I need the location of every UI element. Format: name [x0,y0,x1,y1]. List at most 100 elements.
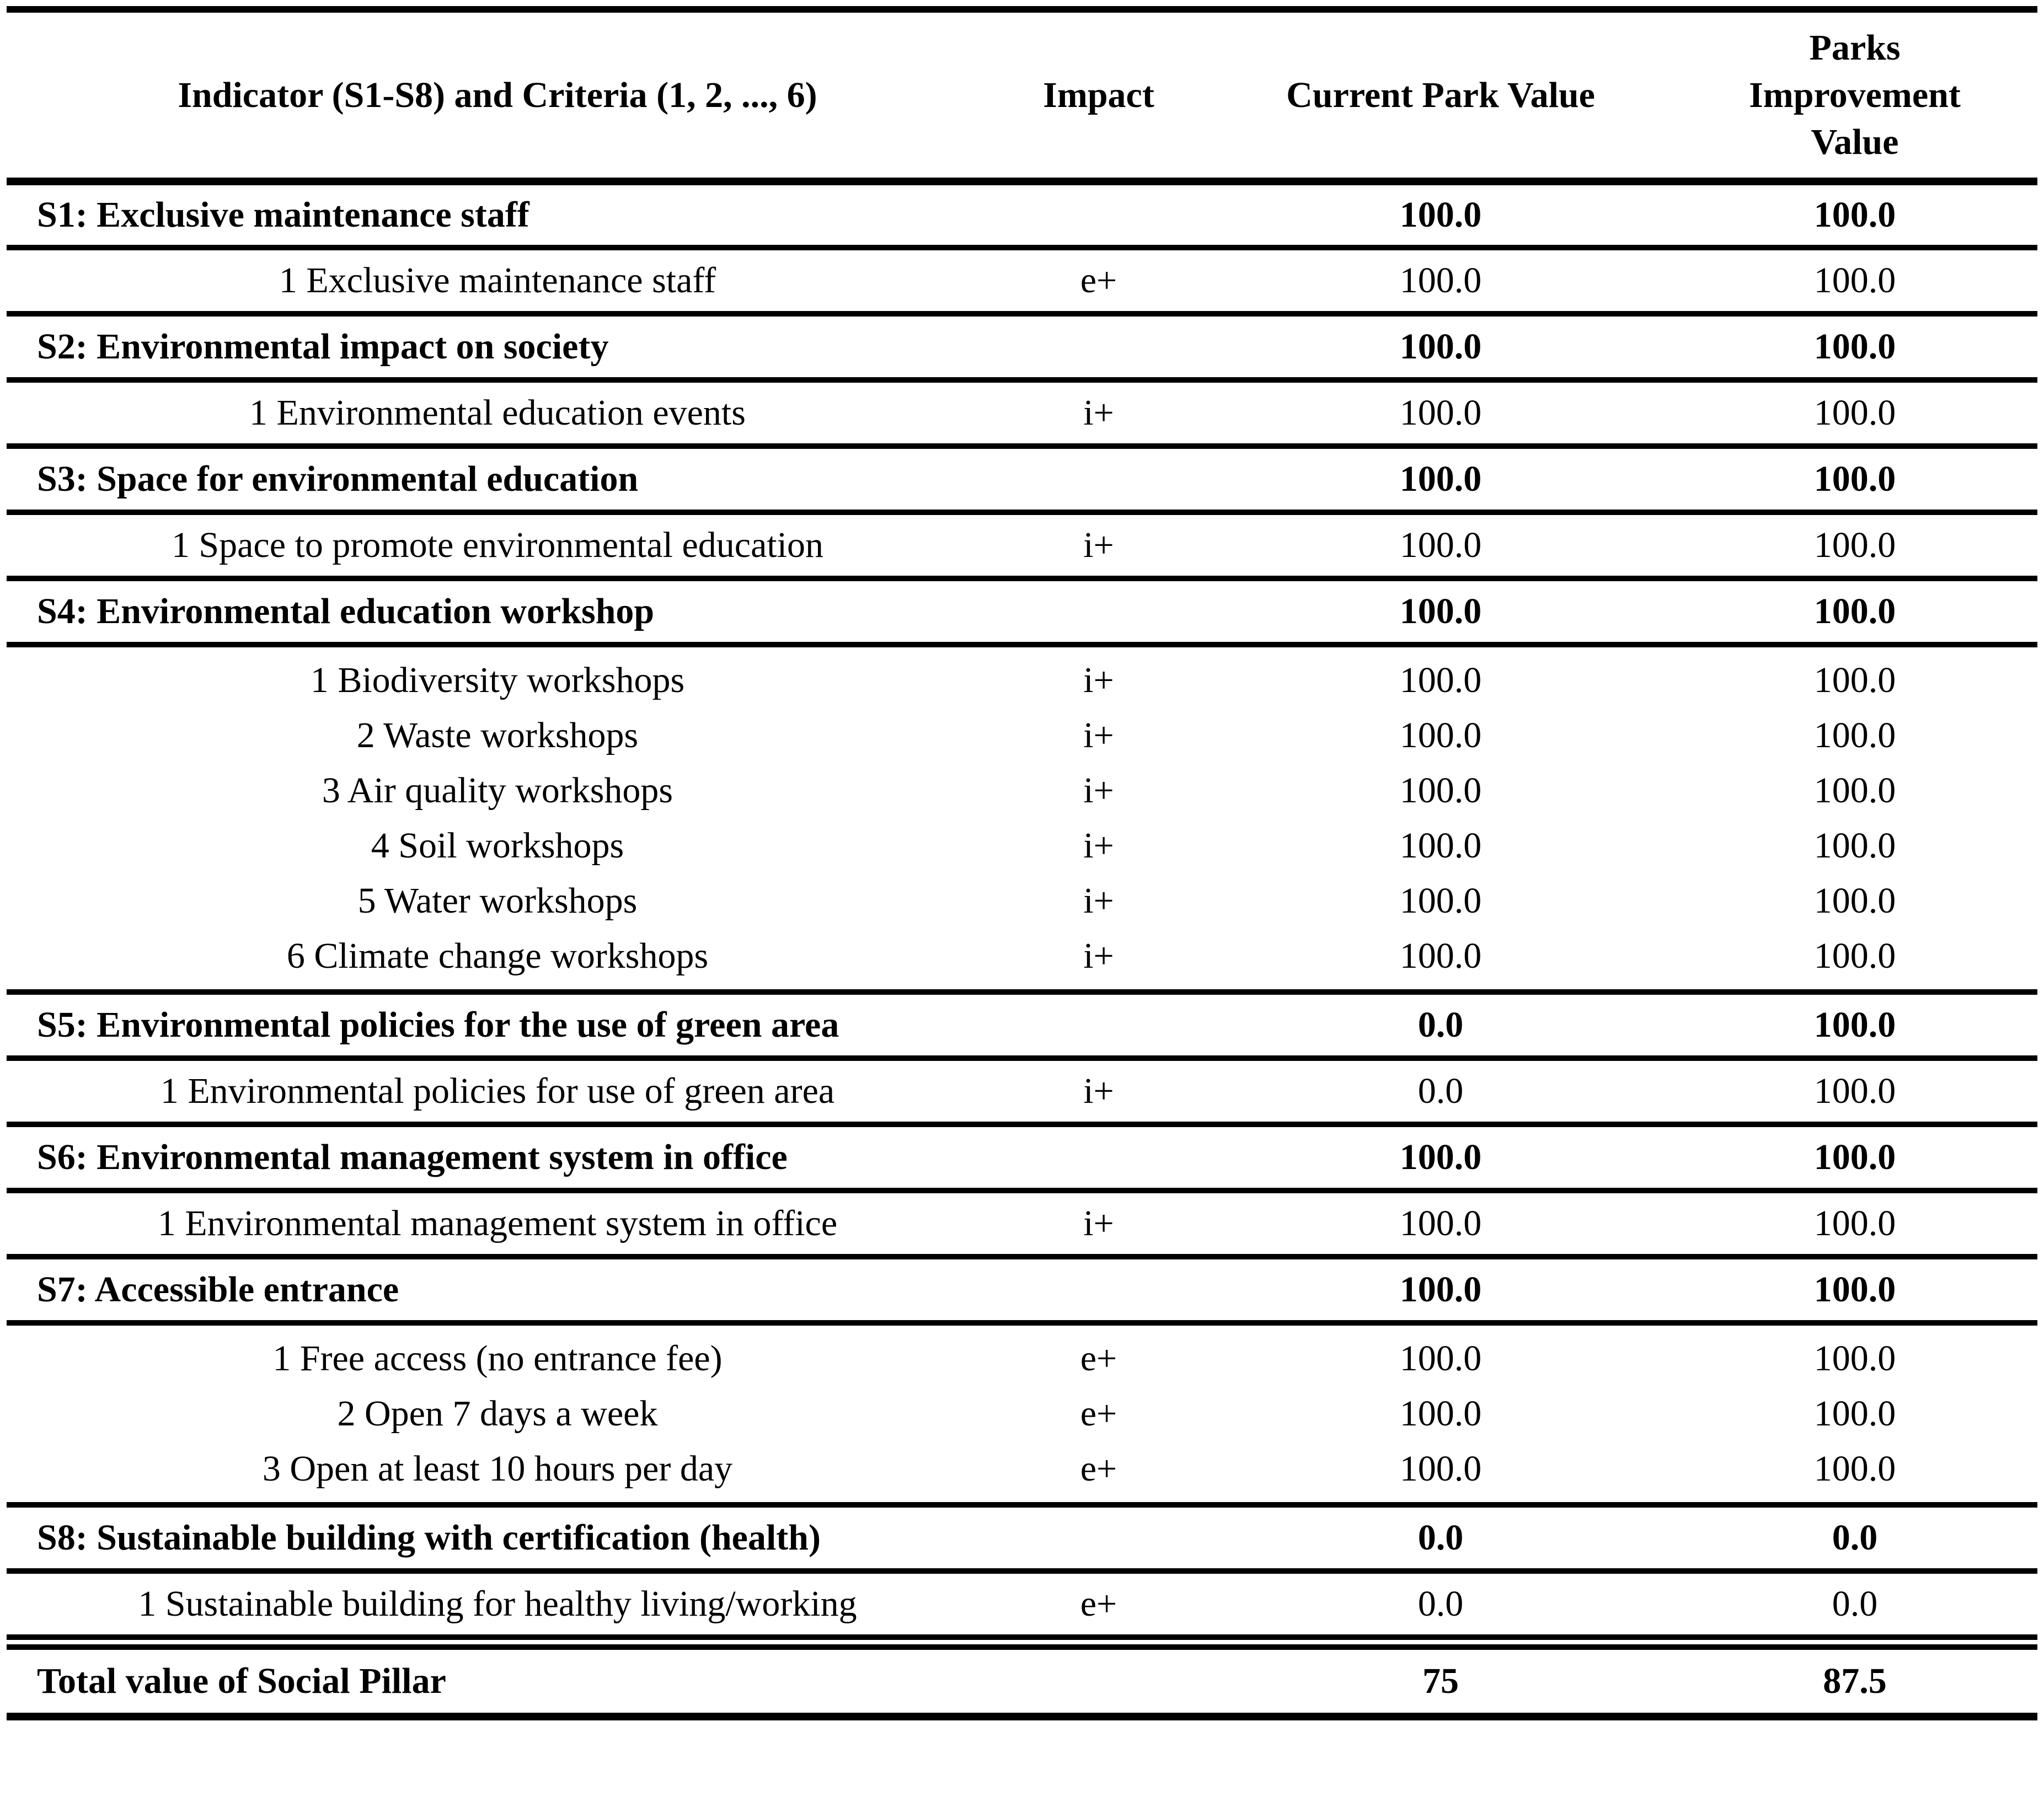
criteria-currents-s4: 100.0 100.0 100.0 100.0 100.0 100.0 [1209,645,1672,992]
criteria-row-s2: 1 Environmental education events i+ 100.0 1… [7,380,2037,446]
criterion-current-s3-1: 100.0 [1399,525,1482,565]
criterion-improvement-s4-3: 100.0 [1813,770,1896,811]
criterion-improvement-s4-6: 100.0 [1813,936,1896,976]
criterion-label-s2-1: 1 Environmental education events [249,393,746,433]
criteria-labels-s3: 1 Space to promote environmental educati… [7,512,988,578]
indicator-row-s7: S7: Accessible entrance 100.0 100.0 [7,1257,2037,1323]
criterion-current-s4-3: 100.0 [1399,770,1482,811]
criteria-improvements-s1: 100.0 [1672,248,2037,314]
criteria-currents-s8: 0.0 [1209,1571,1672,1637]
indicator-label-s8: S8: Sustainable building with certificat… [37,1518,821,1558]
criterion-impact-s2-1: i+ [1083,393,1114,433]
criterion-label-s5-1: 1 Environmental policies for use of gree… [160,1071,835,1111]
criteria-improvements-s3: 100.0 [1672,512,2037,578]
criterion-impact-s4-1: i+ [1083,660,1114,700]
criteria-currents-s2: 100.0 [1209,380,1672,446]
criterion-impact-s4-2: i+ [1083,715,1114,755]
criterion-label-s6-1: 1 Environmental management system in off… [157,1203,838,1243]
indicator-improvement-s2: 100.0 [1813,326,1896,367]
indicator-row-s5: S5: Environmental policies for the use o… [7,992,2037,1058]
indicator-label-s3: S3: Space for environmental education [37,459,639,499]
indicator-current-s1: 100.0 [1399,195,1482,235]
social-pillar-table: Indicator (S1-S8) and Criteria (1, 2, ..… [7,6,2037,1720]
indicator-improvement-s3: 100.0 [1813,459,1896,499]
criterion-improvement-s3-1: 100.0 [1813,525,1896,565]
criterion-current-s4-6: 100.0 [1399,936,1482,976]
criteria-currents-s1: 100.0 [1209,248,1672,314]
indicator-row-s4: S4: Environmental education workshop 100.… [7,578,2037,645]
indicator-impact-s1 [988,181,1209,248]
criteria-labels-s2: 1 Environmental education events [7,380,988,446]
indicator-label-s5: S5: Environmental policies for the use o… [37,1005,839,1045]
criteria-impacts-s5: i+ [988,1058,1209,1124]
criterion-improvement-s7-2: 100.0 [1813,1393,1896,1434]
indicator-improvement-s1: 100.0 [1813,195,1896,235]
indicator-row-s1: S1: Exclusive maintenance staff 100.0 100.… [7,181,2037,248]
criteria-improvements-s6: 100.0 [1672,1191,2037,1257]
criterion-label-s4-1: 1 Biodiversity workshops [310,660,685,700]
criterion-impact-s4-4: i+ [1083,825,1114,866]
criterion-current-s7-3: 100.0 [1399,1449,1482,1489]
criteria-labels-s8: 1 Sustainable building for healthy livin… [7,1571,988,1637]
criterion-improvement-s4-2: 100.0 [1813,715,1896,755]
header-parks-improvement-value-text: Parks Improvement Value [1749,27,1961,163]
criteria-row-s4: 1 Biodiversity workshops 2 Waste workshop… [7,645,2037,992]
criterion-label-s4-3: 3 Air quality workshops [322,770,673,811]
criterion-current-s6-1: 100.0 [1399,1203,1482,1243]
header-impact: Impact [1043,74,1154,115]
paper-table-figure: Indicator (S1-S8) and Criteria (1, 2, ..… [7,6,2037,1720]
header-indicator-criteria: Indicator (S1-S8) and Criteria (1, 2, ..… [178,74,817,115]
criteria-improvements-s7: 100.0 100.0 100.0 [1672,1323,2037,1505]
total-row: Total value of Social Pillar 75 87.5 [7,1647,2037,1717]
header-parks-improvement-value: Parks Improvement Value [1672,9,2037,181]
indicator-impact-s2 [988,314,1209,380]
indicator-current-s2: 100.0 [1399,326,1482,367]
criterion-impact-s5-1: i+ [1083,1071,1114,1111]
criterion-current-s5-1: 0.0 [1417,1071,1464,1111]
criterion-label-s1-1: 1 Exclusive maintenance staff [279,260,716,301]
criteria-currents-s3: 100.0 [1209,512,1672,578]
indicator-improvement-s5: 100.0 [1813,1005,1896,1045]
criteria-impacts-s4: i+ i+ i+ i+ i+ i+ [988,645,1209,992]
criteria-row-s8: 1 Sustainable building for healthy livin… [7,1571,2037,1637]
criterion-label-s7-3: 3 Open at least 10 hours per day [262,1449,733,1489]
criterion-label-s7-2: 2 Open 7 days a week [337,1393,658,1434]
indicator-label-s7: S7: Accessible entrance [37,1269,399,1310]
indicator-improvement-s6: 100.0 [1813,1137,1896,1177]
indicator-row-s2: S2: Environmental impact on society 100.0… [7,314,2037,380]
criteria-labels-s5: 1 Environmental policies for use of gree… [7,1058,988,1124]
criteria-labels-s1: 1 Exclusive maintenance staff [7,248,988,314]
criterion-improvement-s4-5: 100.0 [1813,881,1896,921]
criteria-impacts-s6: i+ [988,1191,1209,1257]
total-label: Total value of Social Pillar [37,1661,446,1701]
criterion-current-s2-1: 100.0 [1399,393,1482,433]
criterion-label-s4-2: 2 Waste workshops [356,715,639,755]
indicator-impact-s7 [988,1257,1209,1323]
indicator-row-s6: S6: Environmental management system in o… [7,1124,2037,1191]
criterion-label-s3-1: 1 Space to promote environmental educati… [171,525,824,565]
criteria-currents-s7: 100.0 100.0 100.0 [1209,1323,1672,1505]
criterion-improvement-s6-1: 100.0 [1813,1203,1896,1243]
table-body: S1: Exclusive maintenance staff 100.0 100.… [7,181,2037,1717]
criterion-current-s4-2: 100.0 [1399,715,1482,755]
criteria-labels-s7: 1 Free access (no entrance fee) 2 Open 7 … [7,1323,988,1505]
criterion-improvement-s8-1: 0.0 [1832,1584,1878,1624]
header-current-park-value: Current Park Value [1286,74,1595,115]
criterion-current-s4-1: 100.0 [1399,660,1482,700]
criterion-label-s4-4: 4 Soil workshops [371,825,624,866]
indicator-label-s1: S1: Exclusive maintenance staff [37,195,529,235]
criterion-current-s8-1: 0.0 [1417,1584,1464,1624]
criteria-improvements-s8: 0.0 [1672,1571,2037,1637]
criteria-impacts-s7: e+ e+ e+ [988,1323,1209,1505]
indicator-current-s7: 100.0 [1399,1269,1482,1310]
indicator-current-s8: 0.0 [1417,1518,1464,1558]
criterion-impact-s7-3: e+ [1080,1449,1117,1489]
criteria-impacts-s3: i+ [988,512,1209,578]
criterion-label-s7-1: 1 Free access (no entrance fee) [272,1338,723,1379]
criteria-improvements-s4: 100.0 100.0 100.0 100.0 100.0 100.0 [1672,645,2037,992]
criteria-row-s6: 1 Environmental management system in off… [7,1191,2037,1257]
double-rule-gap-cell [7,1637,2037,1647]
criterion-current-s7-2: 100.0 [1399,1393,1482,1434]
criteria-impacts-s1: e+ [988,248,1209,314]
total-impact [988,1647,1209,1717]
